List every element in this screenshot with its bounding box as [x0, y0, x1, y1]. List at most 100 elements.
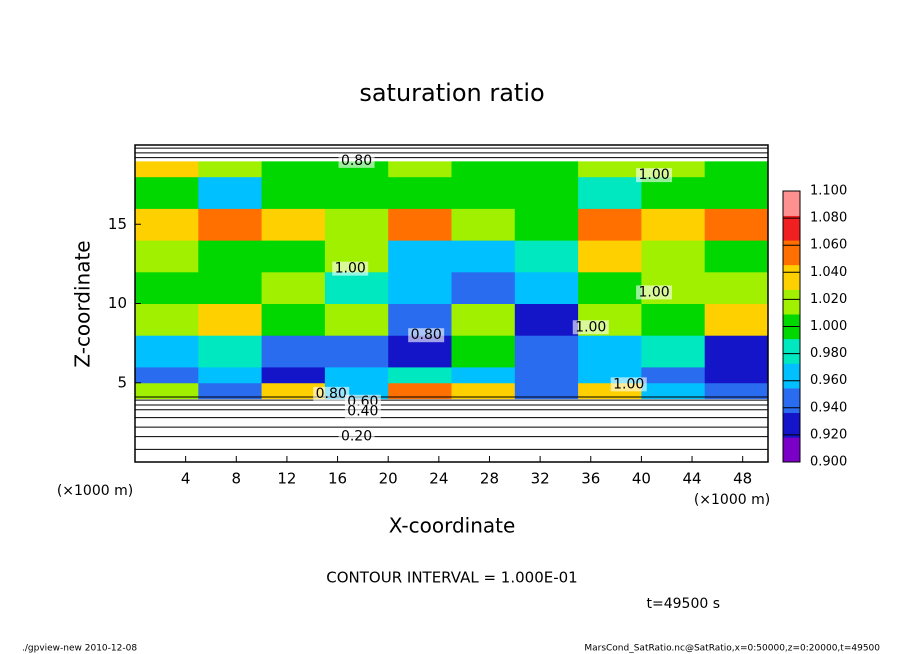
field-cell [704, 366, 769, 384]
field-cell [388, 240, 452, 273]
contour-label: 1.00 [638, 284, 669, 300]
contour-label: 1.00 [613, 376, 644, 392]
field-cell [451, 176, 516, 209]
field-cell [135, 240, 199, 273]
contour-label: 0.20 [341, 429, 372, 445]
field-cell [198, 366, 263, 384]
field-cell [261, 271, 326, 304]
y-tick-label: 10 [108, 294, 127, 312]
y-tick-label: 5 [117, 373, 127, 391]
colorbar-tick-label: 1.100 [810, 184, 847, 199]
x-tick-label: 36 [581, 470, 600, 488]
contour-label: 1.00 [575, 319, 606, 335]
field-cell [198, 271, 263, 304]
field-cell [324, 271, 389, 304]
contour-label-bg [636, 168, 673, 183]
x-tick-label: 32 [531, 470, 550, 488]
x-tick-label: 28 [480, 470, 499, 488]
field-cell [135, 335, 199, 368]
field-cell [578, 160, 642, 178]
colorbar-tick-label: 0.920 [810, 427, 847, 442]
colorbar-swatch [783, 338, 800, 364]
colorbar-swatch [783, 437, 800, 463]
field-cell [704, 382, 769, 400]
field-cell [135, 382, 199, 400]
field-cell [261, 382, 326, 400]
field-cell [451, 303, 516, 336]
field-cell [578, 240, 642, 273]
field-cell [514, 335, 579, 368]
field-cell [514, 176, 579, 209]
contour-label-bg [313, 386, 350, 401]
field-cell [451, 366, 516, 384]
colorbar-tick-label: 1.060 [810, 238, 847, 253]
field-cell [704, 208, 769, 241]
colorbar-swatch [783, 215, 800, 241]
colorbar-tick-label: 0.980 [810, 346, 847, 361]
contour-label-bg [332, 261, 369, 276]
field-cell [324, 366, 389, 384]
field-cell [578, 335, 642, 368]
y-unit: (×1000 m) [57, 483, 133, 499]
field-cell [324, 176, 389, 209]
field-cell [451, 208, 516, 241]
field-cell [704, 271, 769, 304]
x-tick-label: 20 [379, 470, 398, 488]
x-tick-label: 8 [232, 470, 242, 488]
field-cell [578, 271, 642, 304]
field-cell [324, 303, 389, 336]
field-cell [578, 208, 642, 241]
field-cell [324, 208, 389, 241]
time-label: t=49500 s [647, 596, 721, 612]
field-cell [198, 382, 263, 400]
field-cell [578, 176, 642, 209]
contour-label: 0.80 [341, 153, 372, 169]
colorbar-swatch [783, 264, 800, 290]
field-cell [388, 176, 452, 209]
colorbar-swatch [783, 289, 800, 315]
colorbar-tick-label: 1.020 [810, 292, 847, 307]
field-cell [198, 303, 263, 336]
colorbar-tick-label: 1.000 [810, 319, 847, 334]
field-cell [641, 240, 706, 273]
field-cell [704, 240, 769, 273]
field-cell [388, 366, 452, 384]
field-cell [641, 335, 706, 368]
field-cell [198, 335, 263, 368]
contour-label-bg [338, 153, 375, 168]
field-cell [198, 208, 263, 241]
y-axis-label: Z-coordinate [71, 240, 95, 367]
field-cell [451, 335, 516, 368]
field-cell [388, 160, 452, 178]
field-cell [198, 176, 263, 209]
contour-label-bg [572, 320, 609, 335]
colorbar-tick-label: 1.040 [810, 265, 847, 280]
field-cell [514, 303, 579, 336]
field-cell [514, 271, 579, 304]
contour-label: 0.80 [411, 327, 442, 343]
field-cell [135, 271, 199, 304]
field-cell [198, 240, 263, 273]
contour-label-bg [408, 328, 445, 343]
field-cell [451, 240, 516, 273]
field-cell [641, 382, 706, 400]
contour-label: 1.00 [335, 261, 366, 277]
field-cell [135, 208, 199, 241]
field-cell [261, 240, 326, 273]
colorbar-tick-label: 1.080 [810, 211, 847, 226]
chart-title: saturation ratio [359, 79, 544, 107]
x-tick-label: 44 [682, 470, 701, 488]
field-cell [451, 382, 516, 400]
field-cell [451, 271, 516, 304]
field-cell [514, 160, 579, 178]
x-tick-label: 4 [181, 470, 191, 488]
contour-label-bg [344, 404, 381, 419]
contour-label-bg [636, 285, 673, 300]
field-cell [324, 335, 389, 368]
field-cell [641, 303, 706, 336]
field-cell [641, 366, 706, 384]
contour-interval: CONTOUR INTERVAL = 1.000E-01 [326, 569, 577, 587]
field-cell [514, 240, 579, 273]
y-tick-label: 15 [108, 215, 127, 233]
x-unit: (×1000 m) [694, 492, 770, 508]
